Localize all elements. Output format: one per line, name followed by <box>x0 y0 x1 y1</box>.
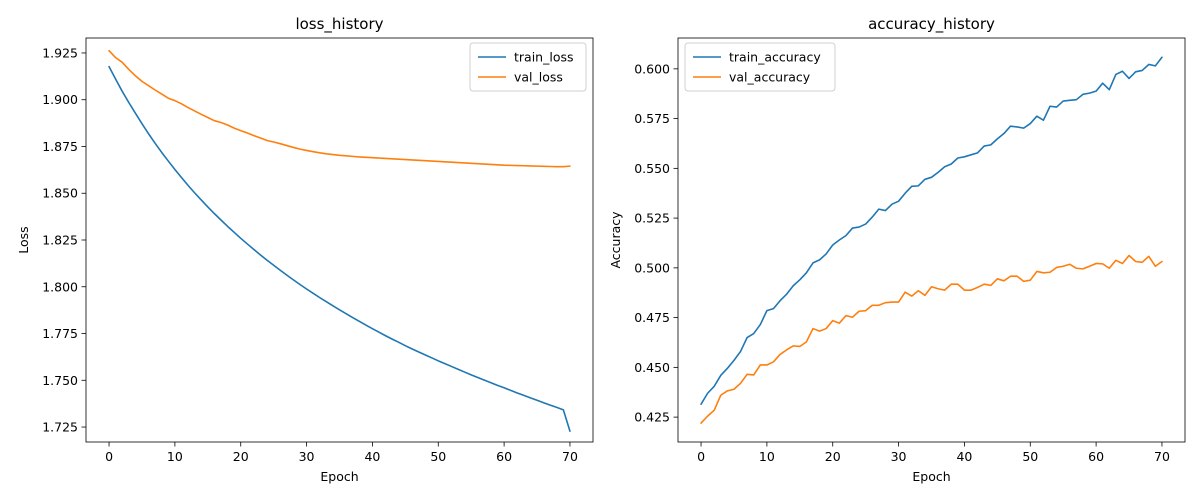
x-tick-label: 0 <box>697 449 705 464</box>
y-tick-label: 0.525 <box>634 211 670 226</box>
x-tick-label: 50 <box>430 449 446 464</box>
series-line-val-accuracy <box>700 254 1163 424</box>
x-axis-label: Epoch <box>912 469 950 484</box>
y-tick-label: 0.425 <box>634 410 670 425</box>
x-tick-label: 60 <box>1088 449 1104 464</box>
y-tick-label: 1.800 <box>42 279 78 294</box>
x-tick-label: 60 <box>496 449 512 464</box>
plot-frame <box>677 37 1186 443</box>
y-tick-label: 1.775 <box>42 326 78 341</box>
chart-title: loss_history <box>295 15 383 34</box>
legend-label: val_accuracy <box>729 70 811 85</box>
y-tick-label: 1.875 <box>42 139 78 154</box>
y-tick-label: 1.725 <box>42 420 78 435</box>
legend: train_loss val_loss <box>469 42 587 92</box>
legend-box <box>469 42 587 92</box>
x-tick-label: 30 <box>299 449 315 464</box>
y-tick-label: 0.500 <box>634 260 670 275</box>
x-tick-label: 0 <box>105 449 113 464</box>
y-tick-label: 1.925 <box>42 45 78 60</box>
series-line-train-accuracy <box>700 56 1163 405</box>
x-tick-label: 70 <box>562 449 578 464</box>
y-tick-label: 1.825 <box>42 233 78 248</box>
x-tick-label: 70 <box>1154 449 1170 464</box>
chart-panel-2: 0 10 20 30 40 50 60 70 0.425 0.450 0.475 0.500 0.525… <box>608 15 1186 484</box>
y-tick-label: 0.450 <box>634 360 670 375</box>
legend-label: train_accuracy <box>729 50 821 65</box>
y-tick-label: 1.900 <box>42 92 78 107</box>
legend-label: val_loss <box>514 70 563 85</box>
chart-title: accuracy_history <box>868 15 995 34</box>
y-axis-label: Accuracy <box>608 211 623 269</box>
y-tick-label: 0.600 <box>634 61 670 76</box>
x-tick-label: 30 <box>891 449 907 464</box>
x-axis-label: Epoch <box>320 469 358 484</box>
y-tick-label: 0.475 <box>634 310 670 325</box>
series-line-val-loss <box>108 49 571 168</box>
y-tick-label: 0.575 <box>634 111 670 126</box>
x-tick-label: 10 <box>167 449 183 464</box>
y-axis-label: Loss <box>16 226 31 253</box>
x-tick-label: 10 <box>759 449 775 464</box>
y-tick-label: 0.550 <box>634 161 670 176</box>
legend-box <box>684 42 836 92</box>
x-tick-label: 50 <box>1022 449 1038 464</box>
series-line-train-loss <box>108 65 571 432</box>
y-tick-label: 1.850 <box>42 186 78 201</box>
x-tick-label: 40 <box>364 449 380 464</box>
x-tick-label: 20 <box>825 449 841 464</box>
y-tick-label: 1.750 <box>42 373 78 388</box>
legend-label: train_loss <box>514 50 574 65</box>
x-tick-label: 40 <box>956 449 972 464</box>
chart-panel-1: 0 10 20 30 40 50 60 70 1.725 1.750 1.775 1.800 1.825… <box>16 15 594 484</box>
x-tick-label: 20 <box>233 449 249 464</box>
legend: train_accuracy val_accuracy <box>684 42 836 92</box>
